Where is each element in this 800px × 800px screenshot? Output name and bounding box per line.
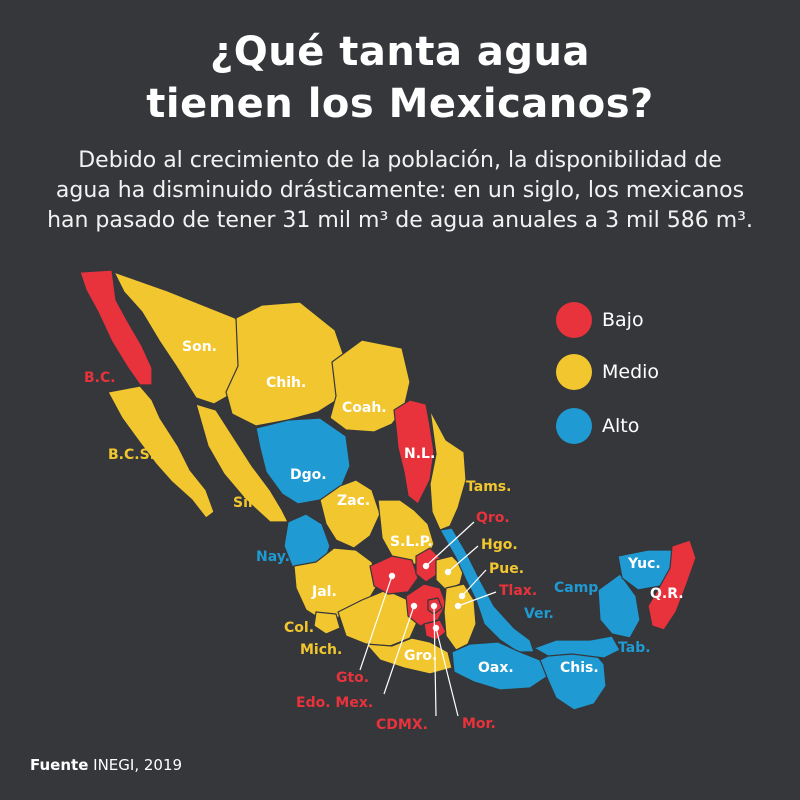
- state-label: Nay.: [256, 549, 290, 565]
- state-label: Tab.: [618, 640, 651, 656]
- state-shape-pue: [443, 583, 477, 651]
- state-shape-son: [113, 271, 251, 405]
- leader-dot: [388, 572, 396, 580]
- state-shape-q-r: [647, 539, 697, 631]
- source-text: INEGI, 2019: [93, 756, 183, 774]
- state-label: B.C.S.: [108, 447, 155, 463]
- state-shape-coah: [329, 339, 411, 433]
- leader-line: [447, 545, 479, 573]
- state-label: Camp.: [554, 580, 604, 596]
- legend-label-bajo: Bajo: [602, 309, 644, 331]
- page-title: ¿Qué tanta agua tienen los Mexicanos?: [0, 26, 800, 130]
- state-label: Col.: [284, 620, 314, 636]
- subtitle: Debido al crecimiento de la población, l…: [20, 146, 780, 236]
- state-label: Qro.: [476, 510, 510, 526]
- state-label: B.C.: [84, 370, 116, 386]
- legend-swatch-medio: [556, 354, 592, 390]
- state-label: Chis.: [560, 660, 599, 676]
- leader-dot: [444, 568, 452, 576]
- leader-dot: [432, 624, 440, 632]
- legend-item-alto: Alto: [556, 406, 639, 446]
- legend-item-medio: Medio: [556, 352, 659, 392]
- leader-line: [457, 591, 497, 607]
- leader-line: [383, 605, 415, 695]
- state-shape-b-c: [79, 269, 153, 386]
- state-shape-sin: [195, 403, 289, 523]
- subtitle-line-3: han pasado de tener 31 mil m³ de agua an…: [47, 208, 753, 233]
- state-shape-b-c-s: [107, 385, 215, 519]
- state-label: Hgo.: [481, 537, 518, 553]
- state-label: Tams.: [466, 479, 511, 495]
- state-label: N.L.: [404, 446, 435, 462]
- state-label: Yuc.: [627, 556, 661, 572]
- state-label: CDMX.: [376, 717, 428, 733]
- leader-line: [359, 575, 393, 671]
- state-shape-chih: [225, 301, 347, 427]
- leader-dot: [422, 562, 430, 570]
- state-label: Mich.: [300, 642, 342, 658]
- leader-line: [461, 569, 487, 597]
- state-label: Edo. Mex.: [296, 695, 373, 711]
- legend-item-bajo: Bajo: [556, 300, 644, 340]
- legend-swatch-bajo: [556, 302, 592, 338]
- leader-line: [435, 627, 459, 717]
- state-label: Jal.: [311, 584, 337, 600]
- source-note: Fuente INEGI, 2019: [30, 756, 182, 774]
- leader-dot: [454, 602, 462, 610]
- state-label: S.L.P.: [390, 534, 433, 550]
- state-shape-n-l: [393, 399, 435, 505]
- state-label: Son.: [182, 339, 217, 355]
- leader-dot: [410, 602, 418, 610]
- state-shape-zac: [319, 479, 381, 549]
- source-label: Fuente: [30, 756, 89, 774]
- state-label: Chih.: [266, 375, 306, 391]
- state-shape-col: [313, 611, 341, 635]
- state-label: Q.R.: [650, 586, 684, 602]
- state-label: Mor.: [462, 716, 496, 732]
- subtitle-line-1: Debido al crecimiento de la población, l…: [78, 148, 722, 173]
- state-label: Zac.: [337, 493, 370, 509]
- state-label: Coah.: [342, 400, 387, 416]
- leader-dot: [458, 592, 466, 600]
- legend-label-alto: Alto: [602, 415, 640, 437]
- leader-line: [425, 521, 475, 567]
- state-label: Oax.: [478, 660, 514, 676]
- leader-line: [433, 605, 437, 717]
- state-shape-tams: [429, 409, 467, 531]
- legend-label-medio: Medio: [602, 361, 660, 383]
- state-label: Ver.: [524, 606, 554, 622]
- state-label: Dgo.: [290, 467, 327, 483]
- subtitle-line-2: agua ha disminuido drásticamente: en un …: [55, 178, 745, 203]
- title-line-2: tienen los Mexicanos?: [146, 81, 654, 127]
- legend-swatch-alto: [556, 408, 592, 444]
- title-line-1: ¿Qué tanta agua: [210, 29, 590, 75]
- state-label: Gto.: [336, 670, 369, 686]
- state-label: Pue.: [489, 561, 524, 577]
- state-shape-tab: [533, 635, 621, 659]
- state-label: Tlax.: [499, 583, 537, 599]
- state-label: Sin.: [233, 495, 263, 511]
- state-label: Gro.: [404, 648, 437, 664]
- leader-dot: [430, 602, 438, 610]
